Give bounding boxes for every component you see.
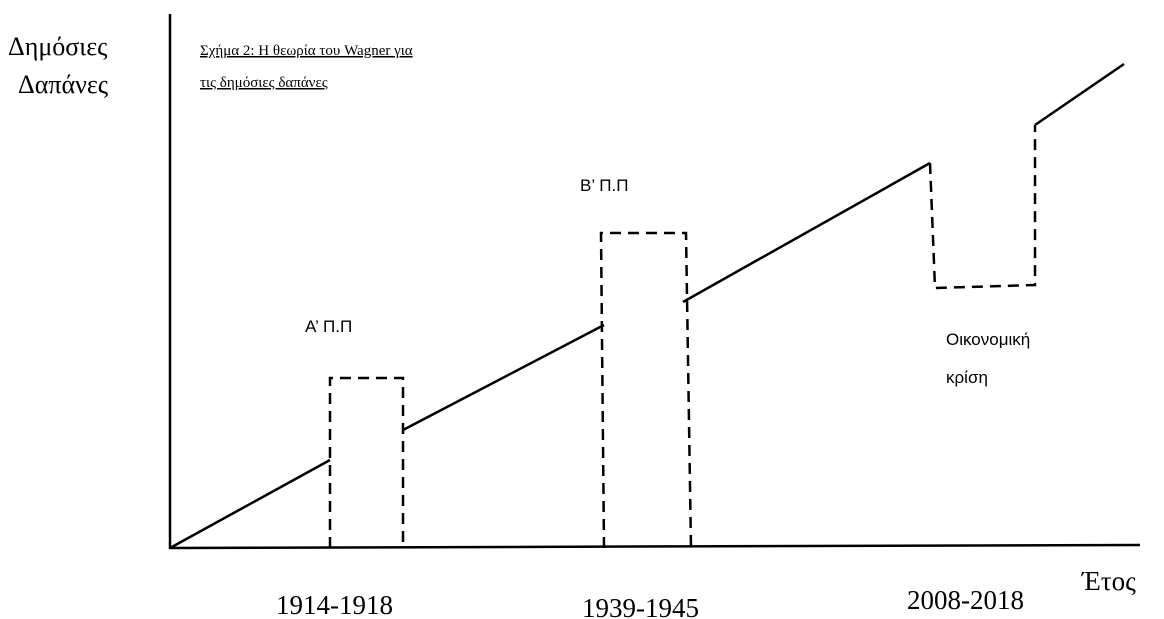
event-label: Α’ Π.Π: [305, 317, 352, 336]
event-label: Οικονομική: [946, 330, 1030, 349]
trend-segment: [1034, 62, 1125, 127]
figure-title: τις δημόσιες δαπάνες: [200, 75, 328, 91]
trend-segment: [682, 161, 931, 304]
figure-title: Σχήμα 2: Η θεωρία του Wagner για: [200, 43, 413, 59]
trend-segment: [402, 323, 605, 432]
war-spike: [599, 231, 693, 549]
x-axis-label: Έτος: [1081, 566, 1136, 596]
period-label: 1914-1918: [276, 590, 393, 619]
period-label: 2008-2018: [907, 585, 1024, 615]
event-label: Β’ Π.Π: [580, 176, 629, 195]
trend-segment: [169, 458, 331, 550]
period-label: 1939-1945: [582, 593, 699, 619]
war-spike: [328, 376, 405, 548]
event-label: κρίση: [946, 368, 988, 387]
y-axis-label: Δημόσιες: [8, 32, 108, 61]
crisis-dip: [928, 125, 1037, 290]
x-axis: [169, 543, 1141, 550]
y-axis-label: Δαπάνες: [18, 70, 109, 99]
